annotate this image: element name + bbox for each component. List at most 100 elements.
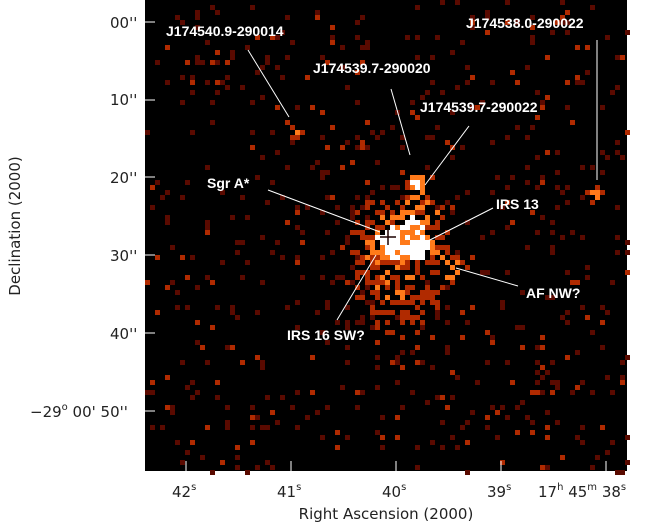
count-pixel: [585, 190, 590, 195]
count-pixel: [195, 390, 200, 395]
count-pixel: [550, 30, 555, 35]
leader-af-nw: [455, 267, 519, 287]
count-pixel: [545, 295, 550, 300]
count-pixel: [340, 245, 345, 250]
count-pixel: [410, 180, 415, 185]
count-pixel: [420, 175, 425, 180]
count-pixel: [390, 275, 395, 280]
count-pixel: [510, 175, 515, 180]
count-pixel: [365, 215, 370, 220]
count-pixel: [360, 260, 365, 265]
count-pixel: [395, 200, 400, 205]
count-pixel: [355, 405, 360, 410]
count-pixel: [620, 380, 625, 385]
count-pixel: [425, 200, 430, 205]
count-pixel: [450, 435, 455, 440]
count-pixel: [405, 180, 410, 185]
count-pixel: [410, 220, 415, 225]
count-pixel: [365, 270, 370, 275]
count-pixel: [315, 160, 320, 165]
count-pixel: [150, 205, 155, 210]
x-axis-title: Right Ascension (2000): [299, 505, 474, 523]
count-pixel: [270, 35, 275, 40]
count-pixel: [565, 320, 570, 325]
count-pixel: [410, 240, 415, 245]
count-pixel: [435, 290, 440, 295]
count-pixel: [405, 275, 410, 280]
count-pixel: [375, 355, 380, 360]
count-pixel: [255, 35, 260, 40]
count-pixel: [375, 280, 380, 285]
count-pixel: [360, 205, 365, 210]
count-pixel: [350, 230, 355, 235]
count-pixel: [255, 415, 260, 420]
count-pixel: [420, 185, 425, 190]
count-pixel: [545, 55, 550, 60]
count-pixel: [480, 270, 485, 275]
count-pixel: [195, 10, 200, 15]
count-pixel: [580, 235, 585, 240]
count-pixel: [375, 385, 380, 390]
count-pixel: [275, 35, 280, 40]
count-pixel: [315, 310, 320, 315]
count-pixel: [485, 10, 490, 15]
count-pixel: [345, 305, 350, 310]
count-pixel: [355, 20, 360, 25]
count-pixel: [180, 255, 185, 260]
count-pixel: [265, 460, 270, 465]
count-pixel: [460, 335, 465, 340]
count-pixel: [205, 275, 210, 280]
count-pixel: [545, 150, 550, 155]
source-label-j174538-0: J174538.0-290022: [466, 15, 584, 31]
count-pixel: [230, 215, 235, 220]
count-pixel: [225, 60, 230, 65]
count-pixel: [415, 205, 420, 210]
y-tick-label-30: 30'': [110, 247, 137, 265]
count-pixel: [460, 425, 465, 430]
count-pixel: [295, 105, 300, 110]
count-pixel: [165, 220, 170, 225]
count-pixel: [355, 285, 360, 290]
count-pixel: [295, 135, 300, 140]
count-pixel: [430, 440, 435, 445]
count-pixel: [625, 355, 630, 360]
count-pixel: [545, 465, 550, 470]
count-pixel: [285, 15, 290, 20]
count-pixel: [320, 275, 325, 280]
source-label-j174539-7-290020: J174539.7-290020: [313, 60, 431, 76]
count-pixel: [465, 420, 470, 425]
xray-count-map: [145, 0, 630, 475]
count-pixel: [430, 365, 435, 370]
count-pixel: [275, 420, 280, 425]
count-pixel: [355, 295, 360, 300]
count-pixel: [580, 165, 585, 170]
count-pixel: [320, 255, 325, 260]
count-pixel: [445, 305, 450, 310]
count-pixel: [345, 435, 350, 440]
count-pixel: [410, 210, 415, 215]
count-pixel: [555, 380, 560, 385]
count-pixel: [565, 270, 570, 275]
x-tick-label-42: 42s: [172, 482, 196, 501]
count-pixel: [290, 140, 295, 145]
count-pixel: [445, 140, 450, 145]
count-pixel: [340, 165, 345, 170]
count-pixel: [360, 140, 365, 145]
count-pixel: [285, 165, 290, 170]
count-pixel: [250, 440, 255, 445]
count-pixel: [420, 290, 425, 295]
count-pixel: [230, 55, 235, 60]
count-pixel: [420, 250, 425, 255]
count-pixel: [390, 245, 395, 250]
count-pixel: [395, 275, 400, 280]
count-pixel: [550, 220, 555, 225]
count-pixel: [455, 260, 460, 265]
count-pixel: [600, 105, 605, 110]
count-pixel: [435, 270, 440, 275]
count-pixel: [190, 75, 195, 80]
count-pixel: [235, 445, 240, 450]
count-pixel: [360, 295, 365, 300]
count-pixel: [540, 365, 545, 370]
count-pixel: [605, 310, 610, 315]
count-pixel: [300, 240, 305, 245]
